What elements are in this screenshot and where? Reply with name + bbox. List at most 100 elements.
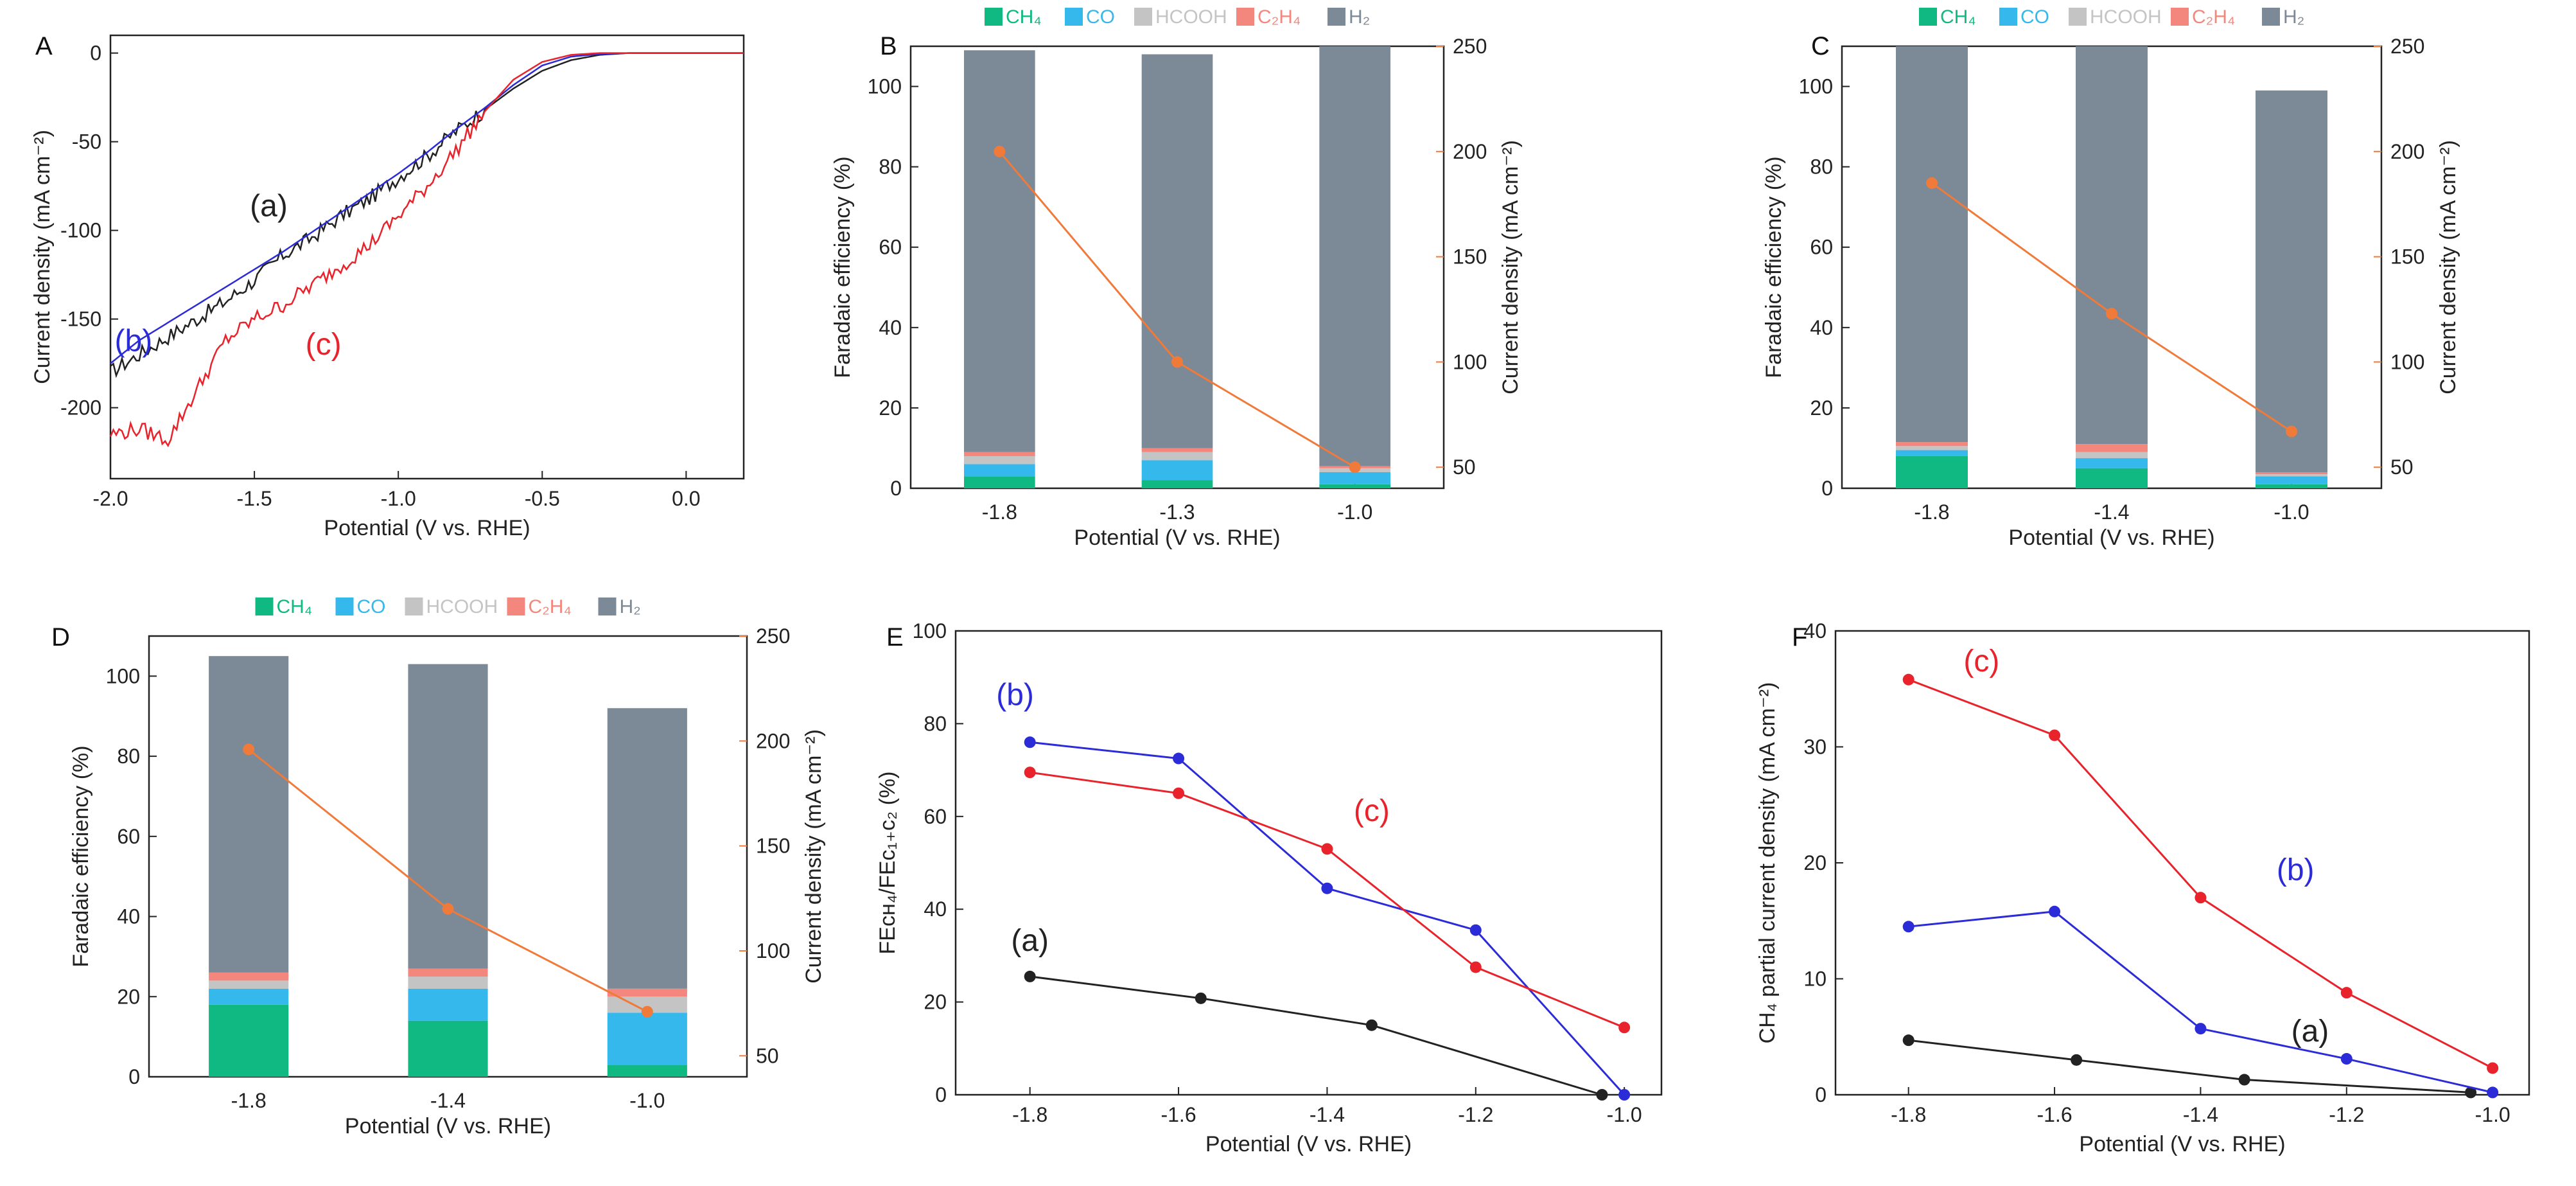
panel-a: A Potential (V vs. RHE) Current density (m… bbox=[30, 32, 745, 540]
y-tick-label: 0 bbox=[1815, 1083, 1827, 1106]
data-point bbox=[1902, 1034, 1914, 1047]
y-tick-label: 30 bbox=[1803, 736, 1827, 759]
data-point bbox=[1173, 787, 1185, 799]
bar-segment-hcooh bbox=[2076, 452, 2148, 459]
x-tick-label: -1.8 bbox=[982, 500, 1017, 524]
series-line-3 bbox=[1030, 771, 1625, 1029]
current-density-point bbox=[1349, 461, 1361, 474]
legend-label: H₂ bbox=[620, 596, 641, 617]
legend-label: HCOOH bbox=[1155, 6, 1227, 28]
y-tick-label: 60 bbox=[879, 236, 902, 259]
bar-segment-c2h4 bbox=[408, 968, 488, 977]
panel-label: C bbox=[1811, 32, 1830, 60]
y-tick-label: 80 bbox=[879, 155, 902, 179]
y2-tick-label: 150 bbox=[1453, 245, 1487, 269]
legend-label: C₂H₄ bbox=[1257, 6, 1301, 28]
y2-tick-label: 50 bbox=[1453, 456, 1476, 479]
curve-label: (a) bbox=[250, 190, 288, 224]
y-tick-label: 60 bbox=[924, 805, 947, 828]
data-point bbox=[2340, 1053, 2353, 1065]
panel-e: E Potential (V vs. RHE) FEᴄʜ₄/FEᴄ₁₊ᴄ₂ (%) -… bbox=[875, 619, 1663, 1156]
x-tick-label: -1.0 bbox=[2274, 500, 2309, 524]
y-tick-label: 10 bbox=[1803, 968, 1827, 991]
data-point bbox=[1024, 766, 1036, 779]
bar-segment-h2 bbox=[607, 708, 687, 989]
bar-segment-ch4 bbox=[1896, 456, 1968, 488]
data-point bbox=[2340, 987, 2353, 999]
data-point bbox=[1195, 992, 1207, 1004]
x-tick-label: -1.0 bbox=[629, 1089, 665, 1112]
bar-segment-h2 bbox=[2256, 90, 2327, 472]
y2-axis-label: Current density (mA cm⁻²) bbox=[2436, 140, 2460, 394]
bar-segment-co bbox=[607, 1013, 687, 1065]
data-point bbox=[1902, 921, 1914, 933]
data-point bbox=[1618, 1022, 1631, 1034]
current-density-point bbox=[994, 145, 1006, 157]
data-point bbox=[1024, 736, 1036, 748]
x-tick-label: -1.8 bbox=[1891, 1103, 1926, 1126]
x-axis-label: Potential (V vs. RHE) bbox=[2008, 526, 2214, 550]
panel-label: B bbox=[880, 32, 897, 60]
data-point bbox=[1469, 961, 1482, 973]
y-tick-label: 0 bbox=[128, 1065, 140, 1088]
panel-b: B Potential (V vs. RHE) Faradaic efficienc… bbox=[830, 6, 1523, 550]
y-axis-label: Faradaic efficiency (%) bbox=[830, 156, 855, 378]
data-point bbox=[2049, 905, 2061, 917]
bar-segment-c2h4 bbox=[964, 452, 1035, 456]
x-tick-label: -1.8 bbox=[231, 1089, 267, 1112]
bar-segment-ch4 bbox=[1141, 480, 1213, 488]
legend-label: HCOOH bbox=[426, 596, 498, 617]
curve-label: (b) bbox=[115, 324, 153, 358]
y-tick-label: 0 bbox=[935, 1083, 947, 1106]
y-axis-label: Faradaic efficiency (%) bbox=[69, 745, 93, 967]
bar-segment-h2 bbox=[1319, 46, 1390, 466]
data-point bbox=[1469, 924, 1482, 936]
current-density-point bbox=[243, 743, 255, 756]
x-tick-label: -2.0 bbox=[92, 487, 128, 510]
x-tick-label: -1.5 bbox=[237, 487, 272, 510]
bar-segment-co bbox=[2076, 458, 2148, 468]
x-tick-label: -1.0 bbox=[1337, 500, 1372, 524]
x-tick-label: -1.0 bbox=[2475, 1103, 2510, 1126]
y-tick-label: 20 bbox=[1810, 396, 1833, 420]
plot-frame bbox=[109, 34, 745, 480]
y2-tick-label: 250 bbox=[1453, 35, 1487, 58]
curve-label: (a) bbox=[1011, 924, 1049, 958]
x-tick-label: 0.0 bbox=[672, 487, 700, 510]
bar-segment-h2 bbox=[408, 664, 488, 969]
series-line-2 bbox=[1908, 910, 2493, 1093]
bar-segment-ch4 bbox=[2076, 468, 2148, 488]
x-tick-label: -0.5 bbox=[525, 487, 560, 510]
y-tick-label: 20 bbox=[924, 991, 947, 1014]
y-axis-label: FEᴄʜ₄/FEᴄ₁₊ᴄ₂ (%) bbox=[875, 772, 900, 955]
legend-label: CO bbox=[2020, 6, 2049, 28]
curve-label: (a) bbox=[2291, 1014, 2329, 1049]
x-tick-label: -1.2 bbox=[1458, 1103, 1493, 1126]
y2-axis-label: Current density (mA cm⁻²) bbox=[802, 729, 826, 984]
y-tick-label: 20 bbox=[879, 396, 902, 420]
data-point bbox=[1902, 673, 1914, 686]
data-point bbox=[2195, 1023, 2207, 1035]
bar-segment-h2 bbox=[964, 50, 1035, 452]
y2-tick-label: 50 bbox=[2390, 456, 2414, 479]
series-line-1 bbox=[110, 52, 744, 378]
curve-label: (c) bbox=[1963, 644, 1999, 678]
legend-swatch bbox=[2262, 8, 2280, 26]
legend-swatch bbox=[985, 8, 1003, 26]
curve-label: (b) bbox=[996, 678, 1034, 712]
y-tick-label: 0 bbox=[890, 477, 902, 500]
y-tick-label: -150 bbox=[60, 308, 101, 331]
data-point bbox=[2238, 1074, 2250, 1086]
y2-tick-label: 250 bbox=[756, 624, 790, 648]
bar-segment-h2 bbox=[2076, 46, 2148, 445]
bar-segment-c2h4 bbox=[1141, 448, 1213, 452]
y2-tick-label: 200 bbox=[1453, 140, 1487, 163]
data-point bbox=[2487, 1062, 2499, 1074]
bar-segment-co bbox=[1141, 460, 1213, 481]
data-point bbox=[1024, 970, 1036, 982]
bar-segment-h2 bbox=[1896, 46, 1968, 443]
x-tick-label: -1.2 bbox=[2329, 1103, 2364, 1126]
bar-segment-hcooh bbox=[209, 980, 289, 989]
x-axis-label: Potential (V vs. RHE) bbox=[345, 1114, 551, 1138]
legend-swatch bbox=[335, 597, 354, 615]
